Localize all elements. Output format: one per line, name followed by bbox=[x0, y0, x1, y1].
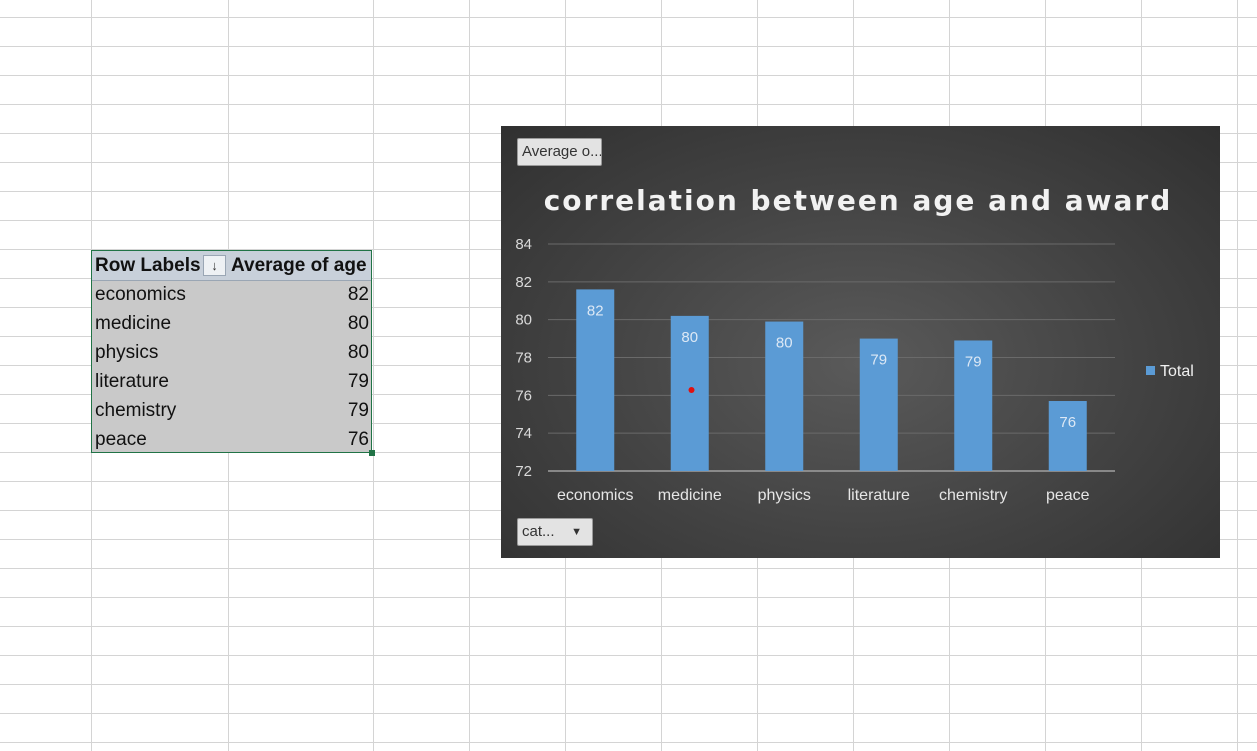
y-tick-label: 72 bbox=[515, 463, 532, 480]
row-labels-header[interactable]: Row Labels bbox=[95, 255, 201, 276]
pivot-row-value[interactable]: 82 bbox=[347, 284, 369, 305]
dropdown-arrow-icon: ▼ bbox=[571, 526, 582, 538]
data-label: 79 bbox=[965, 353, 982, 370]
bar bbox=[670, 315, 709, 471]
data-label: 80 bbox=[776, 335, 793, 352]
pivot-row-label[interactable]: peace bbox=[95, 429, 147, 450]
sort-filter-dropdown[interactable]: ↓ bbox=[203, 255, 226, 276]
chart-title: correlation between age and award bbox=[544, 184, 1173, 217]
x-tick-label: physics bbox=[758, 487, 811, 504]
pivot-row-value[interactable]: 80 bbox=[347, 342, 369, 363]
pivot-chart[interactable]: correlation between age and award 72 74 76 7… bbox=[501, 126, 1220, 558]
red-marker-dot bbox=[688, 387, 695, 393]
pivot-header-row bbox=[92, 251, 371, 281]
selection-fill-handle[interactable] bbox=[369, 450, 375, 456]
y-tick-label: 84 bbox=[515, 236, 532, 253]
pivot-row-label[interactable]: literature bbox=[95, 371, 169, 392]
pivot-row-value[interactable]: 76 bbox=[347, 429, 369, 450]
pivot-row-value[interactable]: 79 bbox=[347, 371, 369, 392]
y-tick-label: 80 bbox=[515, 312, 532, 329]
x-tick-label: economics bbox=[557, 487, 633, 504]
pivot-row-value[interactable]: 80 bbox=[347, 313, 369, 334]
x-tick-label: medicine bbox=[658, 487, 722, 504]
data-label: 79 bbox=[870, 352, 887, 369]
bar bbox=[954, 340, 993, 471]
pivot-table[interactable]: Row Labels ↓ Average of age economics 82… bbox=[91, 250, 375, 456]
bar bbox=[576, 289, 615, 471]
data-label: 82 bbox=[587, 302, 604, 319]
value-field-button[interactable]: Average o... bbox=[517, 138, 602, 166]
category-field-button[interactable]: cat... ▼ bbox=[517, 518, 593, 546]
pivot-row-label[interactable]: medicine bbox=[95, 313, 172, 334]
y-tick-label: 74 bbox=[515, 425, 532, 442]
data-label: 80 bbox=[681, 329, 698, 346]
chart-canvas: correlation between age and award 72 74 76 7… bbox=[515, 184, 1194, 504]
y-tick-label: 82 bbox=[515, 274, 532, 291]
legend-swatch bbox=[1146, 366, 1155, 375]
bar bbox=[765, 321, 804, 471]
legend-label: Total bbox=[1160, 363, 1194, 380]
bar bbox=[859, 338, 898, 471]
y-tick-label: 76 bbox=[515, 387, 532, 404]
category-field-label: cat... bbox=[522, 523, 555, 540]
pivot-row-label[interactable]: physics bbox=[95, 342, 159, 363]
pivot-row-label[interactable]: economics bbox=[95, 284, 186, 305]
x-tick-label: chemistry bbox=[939, 487, 1007, 504]
bar bbox=[1048, 401, 1087, 471]
data-label: 76 bbox=[1059, 414, 1076, 431]
pivot-row-value[interactable]: 79 bbox=[347, 400, 369, 421]
x-tick-label: peace bbox=[1046, 487, 1090, 504]
y-tick-label: 78 bbox=[515, 350, 532, 367]
average-of-age-header[interactable]: Average of age bbox=[231, 255, 367, 276]
pivot-row-label[interactable]: chemistry bbox=[95, 400, 177, 421]
sort-descending-icon: ↓ bbox=[211, 258, 218, 273]
x-tick-label: literature bbox=[848, 487, 910, 504]
